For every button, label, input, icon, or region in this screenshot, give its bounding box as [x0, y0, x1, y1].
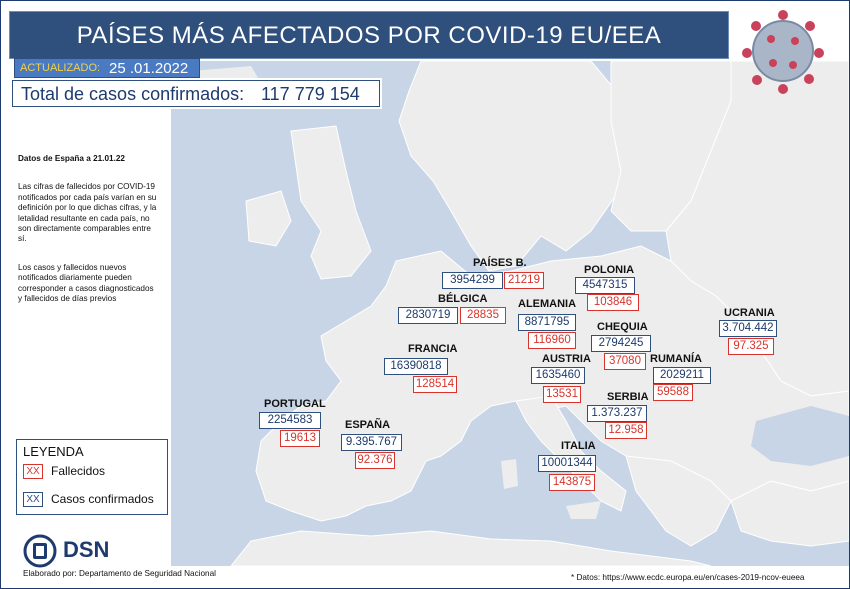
- cases-chequia: 2794245: [591, 335, 651, 352]
- deaths-belgica: 28835: [460, 307, 506, 324]
- country-name-espana: ESPAÑA: [345, 419, 391, 431]
- country-name-chequia: CHEQUIA: [597, 321, 648, 333]
- legend-cases-label: Casos confirmados: [51, 492, 154, 506]
- cases-italia: 10001344: [538, 455, 596, 472]
- cases-portugal: 2254583: [259, 412, 321, 429]
- legend-deaths-swatch: XX: [23, 464, 43, 479]
- source-text: * Datos: https://www.ecdc.europa.eu/en/c…: [571, 573, 805, 582]
- cases-polonia: 4547315: [575, 277, 635, 294]
- deaths-francia: 128514: [413, 376, 457, 393]
- update-date-badge: ACTUALIZADO: 25 .01.2022: [14, 58, 200, 78]
- country-name-ucrania: UCRANIA: [724, 307, 775, 319]
- dsn-logo: DSN: [23, 534, 123, 568]
- total-cases-box: Total de casos confirmados: 117 779 154: [12, 80, 380, 107]
- update-date: 25 .01.2022: [109, 60, 189, 77]
- total-cases-label: Total de casos confirmados:: [21, 84, 245, 104]
- north-africa-landmass: [230, 530, 712, 566]
- dsn-emblem-icon: [23, 534, 57, 568]
- deaths-rumania: 59588: [653, 384, 693, 401]
- notes-panel: Datos de España a 21.01.22 Las cifras de…: [18, 154, 158, 322]
- cases-rumania: 2029211: [653, 367, 711, 384]
- balkans-landmass: [625, 455, 732, 547]
- deaths-alemania: 116960: [528, 332, 576, 349]
- uk-landmass: [290, 125, 372, 280]
- dsn-logo-text: DSN: [63, 537, 110, 562]
- sardinia-landmass: [501, 459, 518, 489]
- cases-alemania: 8871795: [518, 314, 576, 331]
- credit-text: Elaborado por: Departamento de Seguridad…: [23, 569, 216, 578]
- deaths-paises-bajos: 21219: [504, 272, 544, 289]
- country-name-belgica: BÉLGICA: [438, 293, 488, 305]
- country-name-polonia: POLONIA: [584, 264, 635, 276]
- cases-serbia: 1.373.237: [587, 405, 647, 422]
- cases-paises-bajos: 3954299: [442, 272, 503, 289]
- deaths-ucrania: 97.325: [728, 338, 774, 355]
- country-name-portugal: PORTUGAL: [264, 398, 326, 410]
- deaths-serbia: 12.958: [605, 422, 647, 439]
- country-name-serbia: SERBIA: [607, 391, 649, 403]
- country-name-austria: AUSTRIA: [542, 353, 591, 365]
- ireland-landmass: [245, 190, 292, 247]
- cases-francia: 16390818: [384, 358, 448, 375]
- deaths-chequia: 37080: [604, 353, 646, 370]
- legend-deaths-label: Fallecidos: [51, 464, 106, 478]
- country-name-paises-bajos: PAÍSES B.: [473, 257, 527, 269]
- sicily-landmass: [566, 501, 601, 519]
- deaths-polonia: 103846: [587, 294, 639, 311]
- note-paragraph-2: Los casos y fallecidos nuevos notificado…: [18, 262, 154, 304]
- deaths-espana: 92.376: [355, 452, 395, 469]
- note-paragraph-1: Las cifras de fallecidos por COVID-19 no…: [18, 182, 157, 244]
- update-label: ACTUALIZADO:: [20, 62, 101, 74]
- spain-data-date: Datos de España a 21.01.22: [18, 154, 125, 163]
- deaths-austria: 13531: [543, 386, 581, 403]
- country-name-rumania: RUMANÍA: [650, 353, 702, 365]
- country-name-alemania: ALEMANIA: [518, 298, 577, 310]
- cases-ucrania: 3.704.442: [719, 320, 777, 337]
- country-name-italia: ITALIA: [561, 440, 596, 452]
- legend: LEYENDA XX Fallecidos XX Casos confirmad…: [16, 439, 168, 515]
- cases-austria: 1635460: [531, 367, 585, 384]
- page-title: PAÍSES MÁS AFECTADOS POR COVID-19 EU/EEA: [76, 22, 662, 49]
- legend-cases-swatch: XX: [23, 492, 43, 507]
- cases-belgica: 2830719: [398, 307, 458, 324]
- turkey-landmass: [730, 480, 849, 547]
- legend-title: LEYENDA: [23, 444, 84, 459]
- title-bar: PAÍSES MÁS AFECTADOS POR COVID-19 EU/EEA: [9, 11, 729, 59]
- deaths-portugal: 19613: [280, 430, 320, 447]
- country-name-francia: FRANCIA: [408, 343, 458, 355]
- coronavirus-icon: [742, 10, 824, 94]
- italy-landmass: [515, 395, 627, 512]
- total-cases-value: 117 779 154: [261, 84, 360, 104]
- cases-espana: 9.395.767: [341, 434, 402, 451]
- black-sea: [751, 406, 849, 466]
- deaths-italia: 143875: [549, 474, 595, 491]
